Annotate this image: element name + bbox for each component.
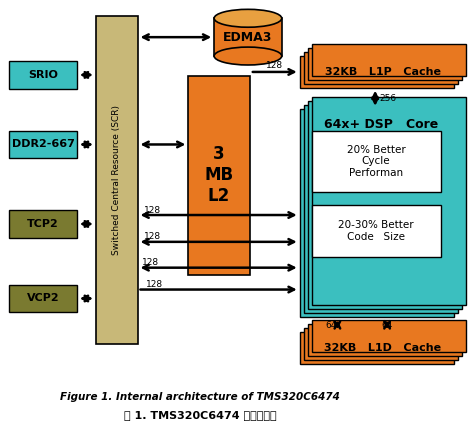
Ellipse shape bbox=[214, 47, 282, 65]
Text: 128: 128 bbox=[145, 280, 163, 289]
Bar bbox=[300, 332, 454, 364]
Text: SRIO: SRIO bbox=[28, 70, 58, 80]
Bar bbox=[311, 130, 441, 192]
Bar bbox=[9, 130, 77, 158]
Text: VCP2: VCP2 bbox=[27, 293, 60, 303]
Text: 128: 128 bbox=[144, 205, 161, 215]
Bar bbox=[308, 101, 461, 310]
Bar bbox=[308, 48, 461, 80]
Text: 64: 64 bbox=[326, 321, 337, 330]
Text: 64x+ DSP   Core: 64x+ DSP Core bbox=[324, 118, 438, 131]
Text: TCP2: TCP2 bbox=[27, 219, 59, 229]
Bar bbox=[311, 205, 441, 257]
Bar bbox=[311, 44, 466, 76]
Text: 128: 128 bbox=[142, 258, 159, 267]
Text: 20-30% Better
Code   Size: 20-30% Better Code Size bbox=[338, 220, 414, 242]
Bar bbox=[311, 97, 466, 306]
Ellipse shape bbox=[214, 9, 282, 27]
Text: 128: 128 bbox=[266, 61, 283, 71]
Text: EDMA3: EDMA3 bbox=[223, 31, 272, 44]
Text: 32KB   L1P   Cache: 32KB L1P Cache bbox=[325, 67, 440, 77]
Bar bbox=[214, 18, 282, 56]
Text: Switched Central Resource (SCR): Switched Central Resource (SCR) bbox=[112, 105, 121, 255]
Text: 20% Better
Cycle
Performan: 20% Better Cycle Performan bbox=[347, 145, 406, 178]
Bar bbox=[300, 109, 454, 317]
Bar bbox=[303, 105, 458, 313]
Text: 32KB   L1D   Cache: 32KB L1D Cache bbox=[324, 343, 441, 353]
Bar bbox=[96, 16, 137, 344]
Bar bbox=[9, 210, 77, 238]
Bar bbox=[311, 320, 466, 352]
Bar bbox=[303, 52, 458, 84]
Text: DDR2-667: DDR2-667 bbox=[12, 140, 75, 150]
Text: 128: 128 bbox=[144, 232, 161, 242]
Text: 图 1. TMS320C6474 的内部架构: 图 1. TMS320C6474 的内部架构 bbox=[124, 410, 277, 420]
Text: 64: 64 bbox=[381, 321, 393, 330]
Text: Figure 1. Internal architecture of TMS320C6474: Figure 1. Internal architecture of TMS32… bbox=[61, 392, 340, 402]
Bar bbox=[300, 56, 454, 88]
Bar bbox=[9, 285, 77, 313]
Text: 256: 256 bbox=[379, 94, 396, 103]
Bar bbox=[9, 61, 77, 89]
Bar bbox=[188, 76, 250, 275]
Bar bbox=[308, 324, 461, 356]
Text: 3
MB
L2: 3 MB L2 bbox=[204, 146, 234, 205]
Bar bbox=[303, 328, 458, 360]
